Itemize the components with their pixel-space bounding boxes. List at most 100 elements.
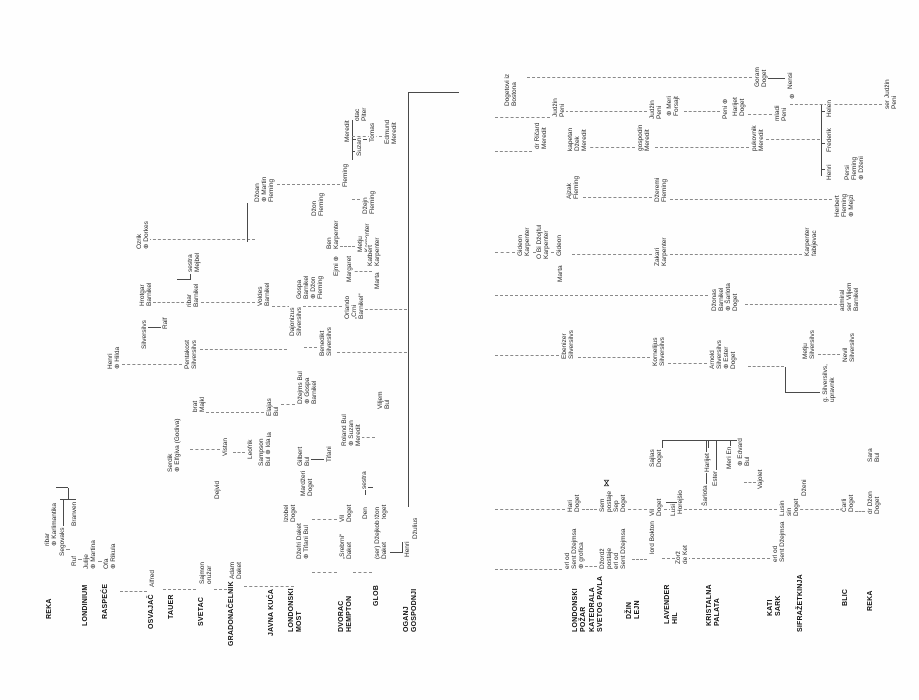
person-label: Džordž postaje erl od Sent Džejmsa [599,527,627,570]
person-label: Ester [712,469,719,487]
connector-line [655,147,749,148]
person-label: mladi Peni [774,104,788,122]
person-label: Marta [557,264,564,283]
connector-line [578,357,650,358]
person-label: Frederik [826,127,833,153]
person-label: Helen [826,99,833,118]
era-label: RASPEĆE [102,582,110,620]
era-label: TAUER [168,593,176,620]
connector-line [148,239,255,240]
connector-line [56,487,68,488]
person-label: Fleming [342,162,349,188]
person-label: Dženi [801,478,808,497]
connector-line [585,147,635,148]
person-label: Goram Doget [754,66,768,88]
connector-line [495,151,532,152]
person-label: Ajzak Fleming [566,174,580,200]
person-label: Judžin Peni [649,99,663,120]
person-label: Čarli Doget [841,493,855,513]
person-label: Den [362,506,369,520]
person-label: Gideon [556,234,563,257]
person-label: Nevil Silversilvs [842,332,856,363]
person-label: ⊕ [789,92,796,100]
connector-line [495,355,559,356]
person-label: Dogetovi iz Bostona [504,72,518,107]
person-label: Vil Doget [339,503,353,523]
era-label: KATI SARK [767,594,782,617]
person-label: Horejšio [677,489,684,515]
era-label: GRADONAČELNIK [228,580,236,647]
person-label: Viljem Bul [377,390,391,410]
person-label: ribar Barnikel [186,282,200,308]
person-label: Pentakost Silversilvs [184,339,198,370]
person-label: Džulius [412,516,419,540]
connector-line [214,589,227,590]
person-label: Meredit [344,119,351,143]
connector-line [206,412,264,413]
person-label: Sem postaje Sep Doget [599,490,627,513]
era-label: REKA [867,589,875,612]
person-label: Šarlota [702,484,709,507]
person-label: erl od Sent Džejmsa ⊕ grofica [564,527,585,570]
connector-line [565,111,647,112]
connector-line [818,354,840,355]
connector-line [855,511,865,512]
person-label: Katbert Karpenter [367,236,381,267]
person-label: Harijet Doget [732,96,746,117]
person-label: ser Judžin Peni [884,78,898,110]
connector-line [585,566,597,567]
connector-line [572,254,652,255]
person-label: Suzan [356,136,363,157]
person-label: Gideon Karpenter [517,226,531,257]
person-label: Voldes Barnikel [257,281,271,307]
connector-line [146,327,161,328]
person-label: Dajonizus Silversilvs [289,306,303,337]
connector-line [495,509,565,510]
person-label: Zakari Karpenter [654,236,668,267]
person-label: Julije ⊕ Martina [83,539,97,570]
person-label: brat Majkl [192,395,206,413]
person-label: Džeremi Fleming [654,176,668,203]
person-label: Hrotgar Barnikel [139,281,153,307]
person-label: dr Ričard Meredit [534,121,548,150]
person-label: Benedikt Silversilvs [319,326,333,357]
person-label: Herbert Fleming ⊕ Mejzi [834,192,855,218]
person-label: Sajmon oružar [199,560,213,585]
connector-line [163,589,196,590]
connector-line [390,552,402,553]
person-label: sestra Mejbel [187,251,201,273]
person-label: Džejms Bul ⊕ Gospa Barnikel [297,370,318,405]
era-label: OSVAJAČ [148,593,156,630]
person-label: Harijet [704,452,711,473]
connector-line [272,306,342,307]
person-label: Vajolet [757,468,764,490]
person-label: kapetan Džek Meredit [567,126,588,152]
connector-line [312,519,337,520]
person-label: Ofa ⊕ Rikula [103,542,117,570]
connector-line [402,542,403,553]
person-label: „Srebrni“ Daket [339,532,353,560]
person-label: Gospa Barnikel ⊕ Džon Fleming [296,274,324,300]
era-label: LONDONSKI MOST [288,587,303,633]
person-label: Tomas [369,121,376,143]
person-label: ribar ⊕ Karlimantika [44,501,58,547]
connector-line [350,271,372,272]
connector-line [767,78,785,79]
person-label: otac Piter [354,106,368,122]
person-label: Sampson Bul ⊕ Ida [258,437,272,467]
connector-line [66,549,70,550]
connector-line [177,279,190,280]
person-label: ⊕ Meri Forsajt [666,95,680,117]
connector-line [628,509,647,510]
connector-line [821,143,825,144]
connector-line [748,114,772,115]
connector-line [247,203,248,242]
person-label: Metju Silversilvs [802,329,816,360]
era-label: KRISTALNA PALATA [706,583,721,627]
person-label: Džoan ⊕ Martin Fleming [254,175,275,203]
era-label: LONDINIUM [82,583,90,627]
connector-line [785,392,820,393]
connector-line [495,569,562,570]
person-label: Lusin sin Doget [779,497,800,517]
connector-line [190,449,220,450]
